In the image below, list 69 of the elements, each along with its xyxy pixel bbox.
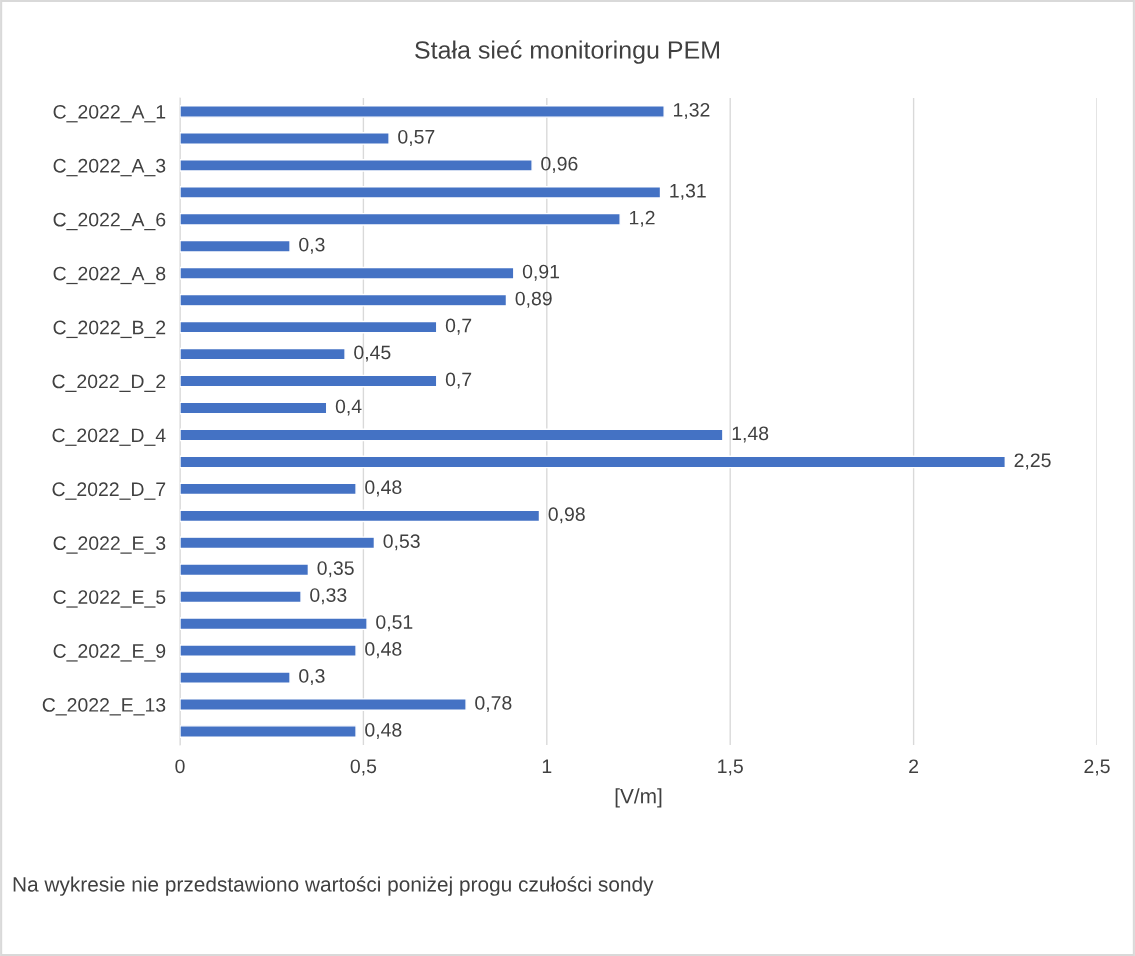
text: Na wykresie nie przedstawiono wartości poniżej progu czułości sondy — [13, 876, 654, 896]
y-tick-label: C_2022_A_3 — [53, 158, 166, 177]
bar — [180, 374, 438, 388]
bar — [180, 725, 357, 738]
bar — [180, 320, 438, 334]
x-tick-label: 2,5 — [1084, 759, 1110, 776]
data-label: 0,7 — [445, 318, 472, 335]
bar — [180, 617, 368, 631]
data-label: 1,48 — [732, 426, 769, 443]
bar — [180, 159, 533, 172]
bar — [180, 293, 508, 307]
bar — [180, 212, 621, 226]
data-label: 0,3 — [299, 237, 325, 254]
bar — [180, 509, 541, 523]
data-label: 0,78 — [475, 696, 512, 713]
bar — [180, 239, 291, 253]
bar — [180, 185, 662, 199]
data-label: 0,7 — [445, 372, 472, 389]
x-tick-label: 2 — [909, 759, 919, 773]
y-tick-label: C_2022_E_3 — [53, 536, 166, 554]
data-label: 0,98 — [548, 507, 585, 524]
y-tick-label: C_2022_D_2 — [52, 374, 166, 392]
x-axis-title: [V/m] — [615, 788, 662, 808]
data-label: 0,57 — [398, 129, 435, 146]
bar — [180, 132, 390, 145]
data-label: 0,51 — [376, 615, 413, 632]
bar — [180, 536, 376, 550]
y-tick-label: C_2022_E_5 — [53, 590, 166, 608]
data-label: 1,32 — [673, 102, 710, 119]
bar — [180, 428, 724, 442]
data-label: 0,48 — [365, 480, 402, 497]
x-tick-label: 0 — [175, 759, 185, 774]
bar — [180, 455, 1006, 469]
data-label: 0,91 — [522, 264, 560, 281]
y-tick-label: C_2022_B_2 — [53, 320, 166, 339]
y-tick-label: C_2022_A_6 — [53, 212, 166, 231]
bar — [180, 401, 328, 415]
data-label: 0,48 — [365, 722, 402, 740]
data-label: 0,96 — [541, 156, 578, 173]
bar — [180, 671, 291, 684]
bar — [180, 266, 515, 280]
bar — [180, 105, 665, 118]
data-label: 0,45 — [354, 345, 391, 362]
x-tick-label: 0,5 — [350, 759, 377, 776]
bar — [180, 563, 310, 577]
data-label: 1,2 — [629, 210, 655, 227]
x-tick-label: 1,5 — [718, 759, 743, 776]
y-tick-label: C_2022_D_4 — [52, 428, 166, 446]
data-label: 0,53 — [383, 534, 420, 551]
data-label: 2,25 — [1014, 453, 1051, 470]
bar — [180, 482, 357, 496]
data-label: 0,3 — [299, 669, 325, 686]
data-label: 0,48 — [365, 642, 402, 659]
x-tick-label: 1 — [542, 759, 552, 773]
y-tick-label: C_2022_D_7 — [52, 482, 166, 500]
y-tick-label: C_2022_E_9 — [53, 644, 166, 662]
data-label: 1,31 — [670, 183, 706, 200]
bar — [180, 347, 346, 361]
bar — [180, 644, 357, 658]
y-tick-label: C_2022_E_13 — [42, 698, 166, 716]
data-label: 0,4 — [335, 399, 362, 416]
data-label: 0,33 — [310, 588, 347, 605]
data-label: 0,89 — [515, 291, 552, 308]
bar — [180, 590, 302, 604]
data-label: 0,35 — [317, 561, 354, 578]
y-tick-label: C_2022_A_8 — [53, 266, 166, 285]
chart-title: Stała sieć monitoringu PEM — [415, 40, 719, 64]
bar — [180, 698, 467, 711]
y-tick-label: C_2022_A_1 — [53, 104, 166, 123]
